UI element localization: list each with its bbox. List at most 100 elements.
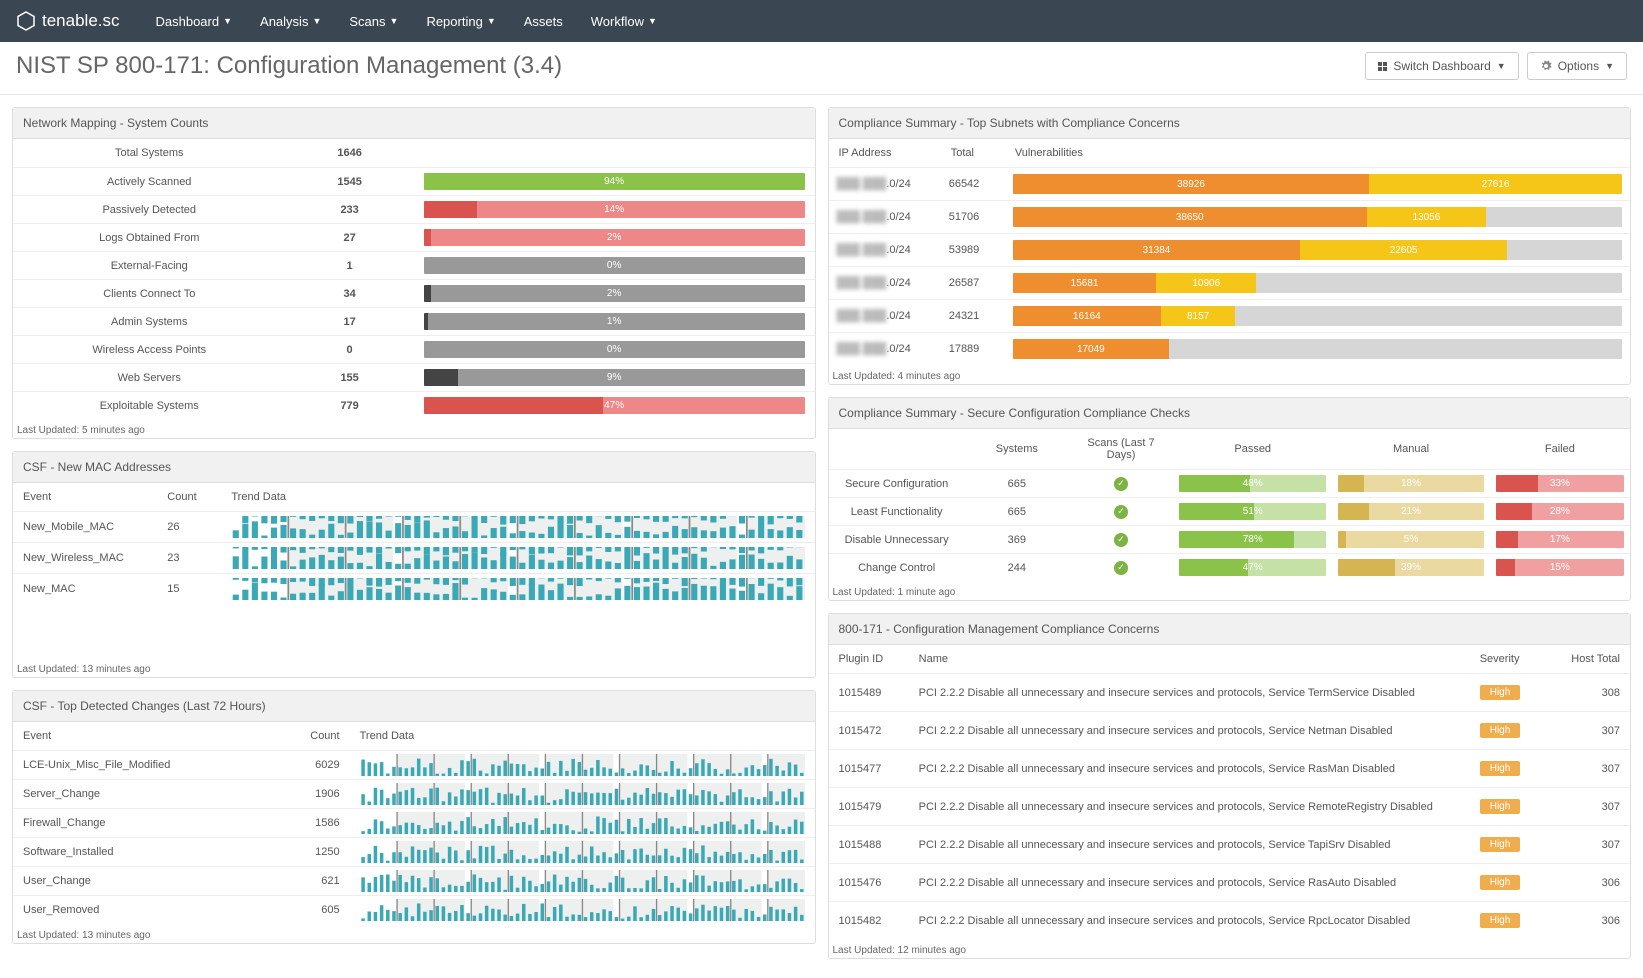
table-row[interactable]: 1015476 PCI 2.2.2 Disable all unnecessar…	[829, 864, 1631, 902]
nav-dashboard[interactable]: Dashboard▼	[144, 4, 245, 39]
pill-bar: 28%	[1496, 503, 1624, 520]
table-row[interactable]: 1015472 PCI 2.2.2 Disable all unnecessar…	[829, 712, 1631, 750]
row-event: User_Removed	[13, 896, 253, 925]
col-header	[829, 429, 965, 470]
row-name: PCI 2.2.2 Disable all unnecessary and in…	[909, 750, 1470, 788]
table-row[interactable]: ███.███.0/24 53989 31384 22605	[829, 234, 1631, 267]
progress-bar: 0%	[424, 341, 805, 358]
nav-scans[interactable]: Scans▼	[337, 4, 410, 39]
row-event: New_Wireless_MAC	[13, 543, 157, 574]
row-count: 26	[157, 512, 221, 543]
check-icon: ✓	[1114, 505, 1128, 519]
nav-assets[interactable]: Assets	[512, 4, 575, 39]
trend-sparkline	[360, 841, 805, 863]
changes-table: Event Count Trend Data LCE-Unix_Misc_Fil…	[13, 722, 815, 924]
row-total: 26587	[941, 267, 1005, 300]
table-row[interactable]: 1015482 PCI 2.2.2 Disable all unnecessar…	[829, 902, 1631, 940]
row-value: 27	[286, 224, 414, 252]
trend-sparkline	[231, 516, 804, 538]
progress-bar: 14%	[424, 201, 805, 218]
table-row[interactable]: ███.███.0/24 24321 16164 8157	[829, 300, 1631, 333]
table-row[interactable]: Secure Configuration 665 ✓ 48% 18% 33%	[829, 470, 1631, 498]
row-value: 155	[286, 364, 414, 392]
row-ip: ███.███.0/24	[829, 234, 941, 267]
table-row[interactable]: Least Functionality 665 ✓ 51% 21% 28%	[829, 498, 1631, 526]
table-row[interactable]: User_Removed 605	[13, 896, 815, 925]
trend-sparkline	[360, 899, 805, 921]
table-row[interactable]: Web Servers 155 9%	[13, 364, 815, 392]
dashboard-content: Network Mapping - System Counts Total Sy…	[0, 95, 1643, 971]
severity-badge: High	[1480, 723, 1521, 738]
table-row[interactable]: Software_Installed 1250	[13, 838, 815, 867]
table-row[interactable]: Wireless Access Points 0 0%	[13, 336, 815, 364]
page-title: NIST SP 800-171: Configuration Managemen…	[16, 52, 562, 80]
table-row[interactable]: Server_Change 1906	[13, 780, 815, 809]
severity-badge: High	[1480, 913, 1521, 928]
table-row[interactable]: Exploitable Systems 779 47%	[13, 392, 815, 420]
brand-text: tenable.sc	[42, 11, 120, 31]
progress-bar: 1%	[424, 313, 805, 330]
table-row[interactable]: User_Change 621	[13, 867, 815, 896]
nav-workflow[interactable]: Workflow ▼	[579, 4, 669, 39]
nav-label: Reporting	[426, 14, 482, 29]
table-row[interactable]: ███.███.0/24 26587 15681 10906	[829, 267, 1631, 300]
nav-analysis[interactable]: Analysis▼	[248, 4, 333, 39]
table-row[interactable]: 1015488 PCI 2.2.2 Disable all unnecessar…	[829, 826, 1631, 864]
nav-label: Workflow	[591, 14, 644, 29]
table-row[interactable]: Change Control 244 ✓ 47% 39% 15%	[829, 554, 1631, 582]
table-row[interactable]: Logs Obtained From 27 2%	[13, 224, 815, 252]
panel-footer: Last Updated: 4 minutes ago	[829, 365, 1631, 384]
caret-down-icon: ▼	[390, 16, 399, 26]
caret-down-icon: ▼	[487, 16, 496, 26]
panel-title: Compliance Summary - Top Subnets with Co…	[829, 108, 1631, 139]
table-row[interactable]: New_Wireless_MAC 23	[13, 543, 815, 574]
row-total: 51706	[941, 201, 1005, 234]
col-header: Scans (Last 7 Days)	[1069, 429, 1173, 470]
table-row[interactable]: Clients Connect To 34 2%	[13, 280, 815, 308]
row-systems: 665	[965, 470, 1069, 498]
table-row[interactable]: Firewall_Change 1586	[13, 809, 815, 838]
caret-down-icon: ▼	[223, 16, 232, 26]
panel-title: 800-171 - Configuration Management Compl…	[829, 614, 1631, 645]
table-row[interactable]: 1015477 PCI 2.2.2 Disable all unnecessar…	[829, 750, 1631, 788]
row-ip: ███.███.0/24	[829, 333, 941, 366]
brand-logo[interactable]: tenable.sc	[16, 11, 120, 31]
col-count: Count	[157, 483, 221, 512]
caret-down-icon: ▼	[648, 16, 657, 26]
row-ip: ███.███.0/24	[829, 300, 941, 333]
table-row[interactable]: ███.███.0/24 51706 38650 13056	[829, 201, 1631, 234]
row-event: Firewall_Change	[13, 809, 253, 838]
options-button[interactable]: Options ▼	[1527, 52, 1627, 80]
col-plugin: Plugin ID	[829, 645, 909, 674]
severity-badge: High	[1480, 761, 1521, 776]
mac-addresses-panel: CSF - New MAC Addresses Event Count Tren…	[12, 451, 816, 678]
row-label: Logs Obtained From	[13, 224, 286, 252]
table-row[interactable]: ███.███.0/24 17889 17049	[829, 333, 1631, 366]
table-row[interactable]: Admin Systems 17 1%	[13, 308, 815, 336]
table-row[interactable]: External-Facing 1 0%	[13, 252, 815, 280]
progress-bar: 9%	[424, 369, 805, 386]
col-event: Event	[13, 483, 157, 512]
col-total: Total	[941, 139, 1005, 168]
table-row[interactable]: New_Mobile_MAC 26	[13, 512, 815, 543]
table-row[interactable]: 1015489 PCI 2.2.2 Disable all unnecessar…	[829, 674, 1631, 712]
pill-bar: 5%	[1338, 531, 1483, 548]
table-row[interactable]: ███.███.0/24 66542 38926 27616	[829, 168, 1631, 201]
switch-dashboard-button[interactable]: Switch Dashboard ▼	[1365, 52, 1518, 80]
pill-bar: 39%	[1338, 559, 1483, 576]
row-count: 23	[157, 543, 221, 574]
table-row[interactable]: 1015479 PCI 2.2.2 Disable all unnecessar…	[829, 788, 1631, 826]
row-ip: ███.███.0/24	[829, 168, 941, 201]
table-row[interactable]: Actively Scanned 1545 94%	[13, 168, 815, 196]
concerns-table: Plugin ID Name Severity Host Total 10154…	[829, 645, 1631, 939]
table-row[interactable]: Disable Unnecessary 369 ✓ 78% 5% 17%	[829, 526, 1631, 554]
table-row[interactable]: New_MAC 15	[13, 574, 815, 605]
table-row[interactable]: Passively Detected 233 14%	[13, 196, 815, 224]
row-systems: 369	[965, 526, 1069, 554]
nav-reporting[interactable]: Reporting ▼	[414, 4, 507, 39]
trend-sparkline	[231, 547, 804, 569]
network-mapping-panel: Network Mapping - System Counts Total Sy…	[12, 107, 816, 439]
table-row[interactable]: LCE-Unix_Misc_File_Modified 6029	[13, 751, 815, 780]
subnets-panel: Compliance Summary - Top Subnets with Co…	[828, 107, 1632, 385]
row-name: PCI 2.2.2 Disable all unnecessary and in…	[909, 674, 1470, 712]
